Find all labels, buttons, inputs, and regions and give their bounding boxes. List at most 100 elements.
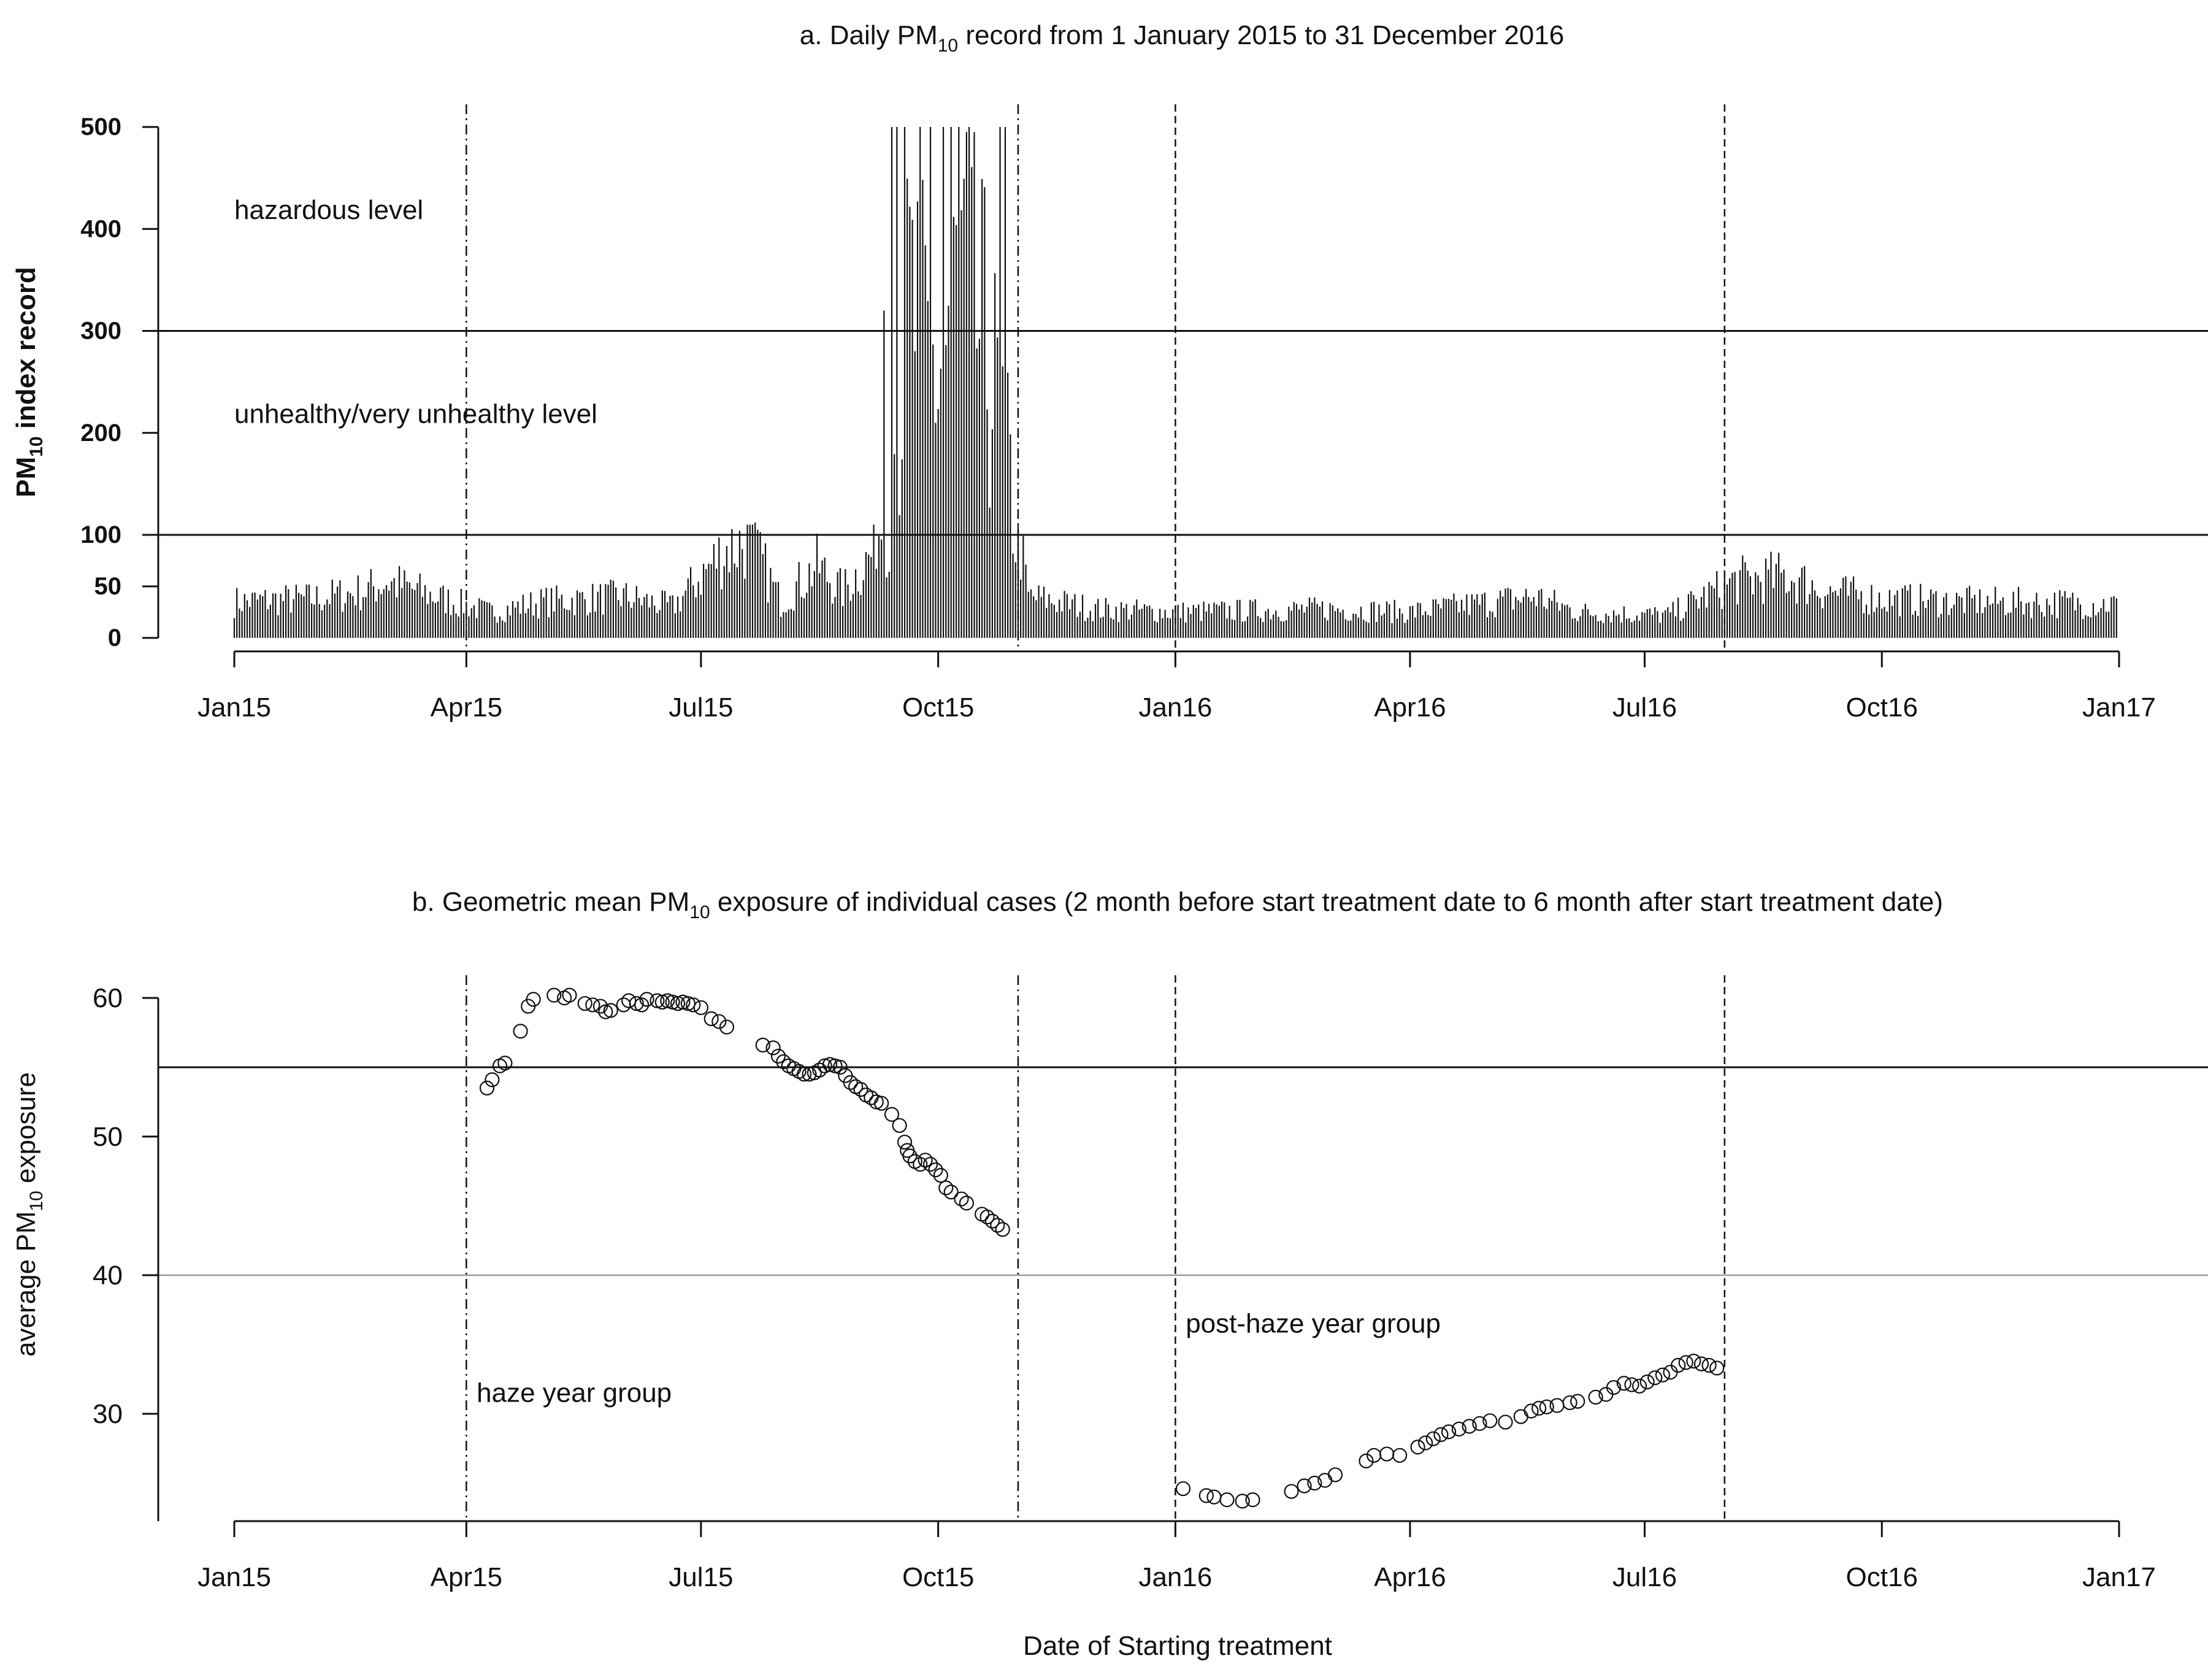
point-0 [585,997,600,1013]
point-1 [1392,1448,1408,1463]
x-tick-label: Jan17 [2082,1562,2156,1592]
point-1 [1462,1419,1477,1434]
point-1 [1441,1424,1457,1440]
point-0 [843,1075,858,1090]
point-1 [1425,1431,1441,1446]
point-1 [1418,1435,1433,1451]
point-1 [1616,1376,1631,1391]
point-1 [1235,1494,1250,1509]
y-tick-label: 300 [80,318,121,345]
point-0 [693,1000,708,1015]
point-0 [979,1209,995,1225]
x-tick-label: Oct16 [1846,692,1918,723]
point-0 [592,999,608,1014]
point-1 [1655,1367,1671,1383]
point-0 [918,1153,933,1168]
point-0 [954,1191,969,1206]
point-1 [1410,1440,1425,1455]
point-0 [796,1067,812,1082]
x-tick-label: Jan15 [197,1562,271,1592]
y-tick-label: 30 [93,1399,123,1429]
point-0 [884,1107,900,1122]
point-1 [1671,1357,1686,1373]
panel-a-y-axis-title: PM10 index record [11,267,47,497]
panel-a-period-lines [466,104,1726,651]
point-0 [703,1011,719,1027]
panel-a-axes: 0 50 100 200 300 400 500 Jan15 Apr15 Jul15 Oct15 Ja… [80,113,2156,723]
point-0 [634,997,650,1013]
point-1 [1524,1403,1539,1419]
point-1 [1307,1475,1322,1491]
point-1 [1647,1370,1663,1386]
point-1 [1562,1395,1577,1411]
point-1 [1606,1379,1622,1395]
annotation-1: unhealthy/very unhealthy level [234,399,597,429]
y-tick-label: 100 [80,521,121,548]
point-1 [1284,1484,1299,1499]
point-0 [546,988,562,1003]
point-0 [802,1067,817,1082]
x-tick-label: Jul16 [1612,692,1677,723]
panel-a-reference-lines [158,330,2208,536]
y-tick-label: 50 [94,573,122,600]
x-tick-label: Jan16 [1138,1562,1212,1592]
point-0 [943,1184,959,1200]
point-0 [686,997,701,1013]
y-tick-label: 40 [93,1260,123,1291]
point-1 [1451,1421,1466,1436]
point-0 [817,1058,832,1073]
panel-b-title: b. Geometric mean PM10 exposure of indiv… [412,887,1943,922]
x-tick-label: Oct16 [1846,1562,1918,1592]
point-0 [874,1095,889,1111]
point-1 [1198,1488,1214,1503]
point-0 [984,1213,1000,1229]
point-0 [868,1094,884,1110]
point-0 [526,992,541,1007]
point-0 [562,988,577,1003]
point-1 [1588,1389,1603,1405]
point-0 [990,1218,1005,1233]
point-0 [938,1180,954,1195]
point-1 [1297,1478,1312,1494]
point-1 [1219,1492,1235,1508]
point-0 [776,1054,791,1070]
point-0 [853,1082,868,1097]
point-0 [497,1056,513,1071]
point-0 [577,995,592,1011]
x-tick-label: Apr16 [1374,692,1446,723]
point-0 [770,1048,786,1064]
point-0 [933,1168,948,1183]
panel-b-points [479,988,1725,1509]
y-tick-label: 0 [108,624,121,651]
panel-b-axes: 30 40 50 60 Jan15 Apr15 Jul15 Oct15 Jan16 Apr16 Ju… [93,983,2156,1592]
point-0 [892,1118,907,1133]
x-tick-label: Apr15 [431,692,502,723]
panel-a: a. Daily PM10 record from 1 January 2015… [11,20,2208,723]
point-1 [1709,1360,1725,1376]
point-1 [1624,1377,1639,1392]
point-0 [913,1157,928,1172]
point-0 [902,1148,918,1164]
point-0 [765,1040,781,1056]
point-0 [959,1195,974,1211]
point-0 [711,1014,727,1029]
point-0 [822,1057,838,1072]
point-0 [670,995,686,1011]
y-tick-label: 200 [80,420,121,447]
point-1 [1472,1416,1487,1431]
point-1 [1482,1413,1498,1429]
point-0 [995,1222,1010,1237]
x-tick-label: Jul15 [669,692,733,723]
x-tick-label: Jan17 [2082,692,2156,723]
x-tick-label: Oct15 [902,692,974,723]
point-1 [1639,1374,1655,1390]
point-1 [1245,1492,1260,1508]
point-1 [1539,1399,1554,1414]
x-tick-label: Apr16 [1374,1562,1446,1592]
point-1 [1693,1356,1709,1371]
point-0 [603,1003,618,1018]
point-1 [1498,1414,1513,1430]
point-0 [629,995,644,1011]
point-1 [1531,1400,1547,1416]
